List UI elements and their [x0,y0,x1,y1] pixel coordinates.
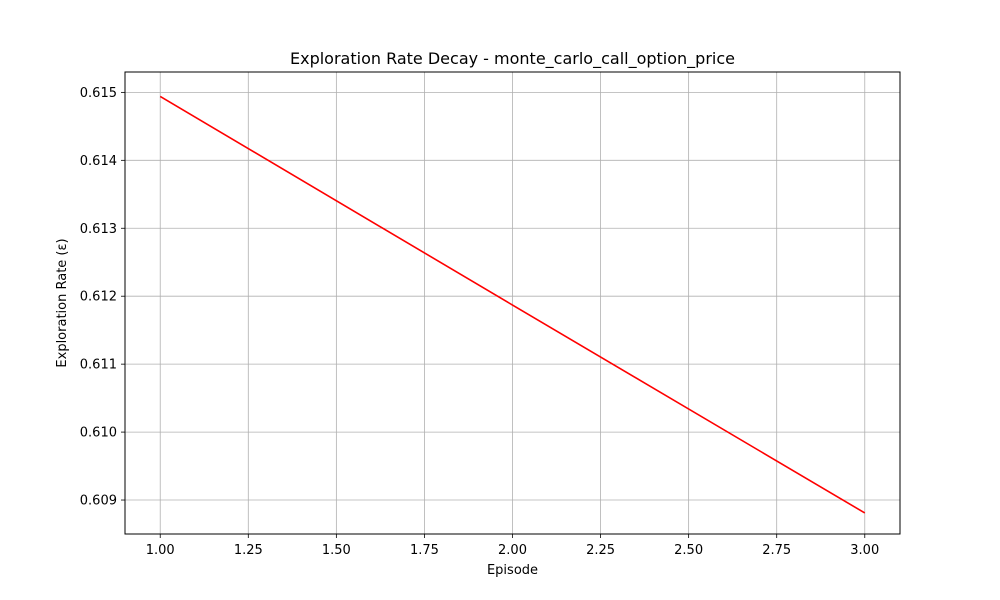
x-tick-label: 1.50 [322,543,351,558]
y-tick-label: 0.615 [80,86,117,101]
grid [125,72,900,534]
x-tick-label: 3.00 [850,543,879,558]
x-tick-label: 1.25 [234,543,263,558]
y-axis-label: Exploration Rate (ε) [55,238,70,367]
y-axis-ticks: 0.609 0.610 0.611 0.612 0.613 0.614 0.615 [80,86,125,509]
x-tick-label: 2.50 [674,543,703,558]
x-tick-label: 2.00 [498,543,527,558]
y-tick-label: 0.611 [80,358,117,373]
y-tick-label: 0.610 [80,426,117,441]
series-line [159,95,866,514]
y-tick-label: 0.612 [80,290,117,305]
y-tick-label: 0.613 [80,222,117,237]
chart-title: Exploration Rate Decay - monte_carlo_cal… [290,49,735,69]
x-tick-label: 1.00 [146,543,175,558]
x-tick-label: 2.75 [762,543,791,558]
y-tick-label: 0.609 [80,494,117,509]
series-layer [159,95,866,514]
x-tick-label: 1.75 [410,543,439,558]
x-tick-label: 2.25 [586,543,615,558]
y-tick-label: 0.614 [80,154,117,169]
x-axis-ticks: 1.00 1.25 1.50 1.75 2.00 2.25 2.50 2.75 3.00 [146,534,879,558]
x-axis-label: Episode [487,563,538,578]
